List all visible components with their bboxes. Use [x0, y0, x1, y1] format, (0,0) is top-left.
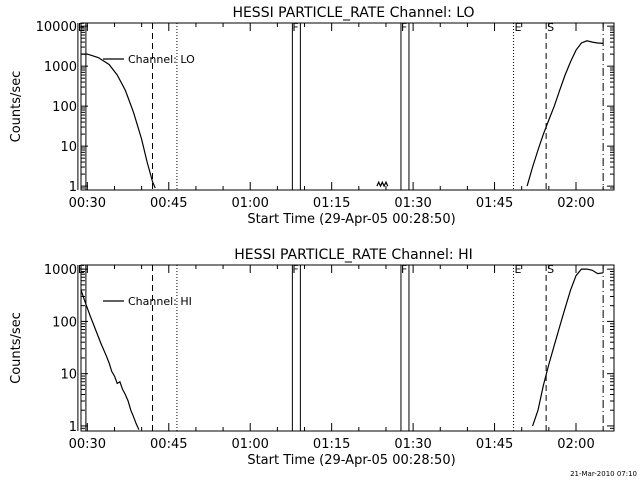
lo-marker-label-e: E	[78, 21, 85, 34]
lo-x-tick-label: 01:45	[476, 196, 513, 211]
lo-marker-label-f: F	[292, 21, 298, 34]
hi-legend-label: Channel: HI	[128, 295, 192, 308]
lo-y-tick-label: 10	[60, 140, 77, 155]
hi-marker-label-e: E	[78, 263, 85, 276]
hi-marker-label-s: S	[547, 263, 554, 276]
lo-channel-panel: HESSI PARTICLE_RATE Channel: LO 1 10 100 100…	[9, 5, 615, 227]
lo-y-tick-label: 10000	[36, 20, 77, 35]
lo-x-axis-label: Start Time (29-Apr-05 00:28:50)	[247, 212, 455, 227]
hi-x-tick-label: 00:30	[69, 437, 106, 452]
hi-y-tick-label: 100	[52, 315, 77, 330]
hi-plot-frame	[80, 264, 615, 432]
hi-x-tick-label: 01:30	[394, 437, 431, 452]
hi-series-line-segment-1	[80, 289, 140, 430]
lo-series-line-segment-3	[526, 40, 604, 187]
lo-marker-label-f: F	[401, 21, 407, 34]
hi-y-tick-label: 1000	[44, 263, 77, 278]
hi-marker-label-e: E	[515, 263, 522, 276]
hi-y-axis-label: Counts/sec	[9, 312, 24, 384]
lo-legend-label: Channel: LO	[128, 53, 195, 66]
hi-x-tick-label: 01:15	[313, 437, 350, 452]
hi-x-tick-label: 02:00	[557, 437, 594, 452]
lo-x-tick-label: 01:30	[394, 196, 431, 211]
lo-y-tick-label: 100	[52, 100, 77, 115]
lo-plot-frame	[80, 22, 615, 191]
lo-series-line-segment-1	[81, 53, 156, 189]
lo-x-tick-label: 01:15	[313, 196, 350, 211]
hi-x-tick-label: 01:00	[231, 437, 268, 452]
hi-x-tick-label: 01:45	[476, 437, 513, 452]
lo-x-tick-label: 01:00	[231, 196, 268, 211]
lo-marker-label-s: S	[547, 21, 554, 34]
lo-y-tick-label: 1000	[44, 60, 77, 75]
lo-marker-label-e: E	[515, 21, 522, 34]
lo-series-line-segment-2	[376, 180, 389, 188]
hi-marker-label-f: F	[401, 263, 407, 276]
lo-y-axis-label: Counts/sec	[9, 71, 24, 143]
hi-series-line-segment-2	[532, 268, 604, 427]
hi-marker-label-f: F	[292, 263, 298, 276]
lo-y-tick-label: 1	[69, 180, 77, 195]
lo-x-tick-label: 02:00	[557, 196, 594, 211]
lo-chart-title: HESSI PARTICLE_RATE Channel: LO	[232, 5, 474, 21]
hi-y-tick-label: 1	[69, 420, 77, 435]
lo-x-tick-label: 00:30	[69, 196, 106, 211]
generation-timestamp: 21-Mar-2010 07:10	[570, 470, 637, 478]
hi-channel-panel: HESSI PARTICLE_RATE Channel: HI 1 10 100 100…	[9, 247, 615, 468]
hi-x-tick-label: 00:45	[150, 437, 187, 452]
hi-chart-title: HESSI PARTICLE_RATE Channel: HI	[234, 247, 472, 263]
hi-y-tick-label: 10	[60, 368, 77, 383]
hi-x-axis-label: Start Time (29-Apr-05 00:28:50)	[247, 453, 455, 468]
lo-x-tick-label: 00:45	[150, 196, 187, 211]
